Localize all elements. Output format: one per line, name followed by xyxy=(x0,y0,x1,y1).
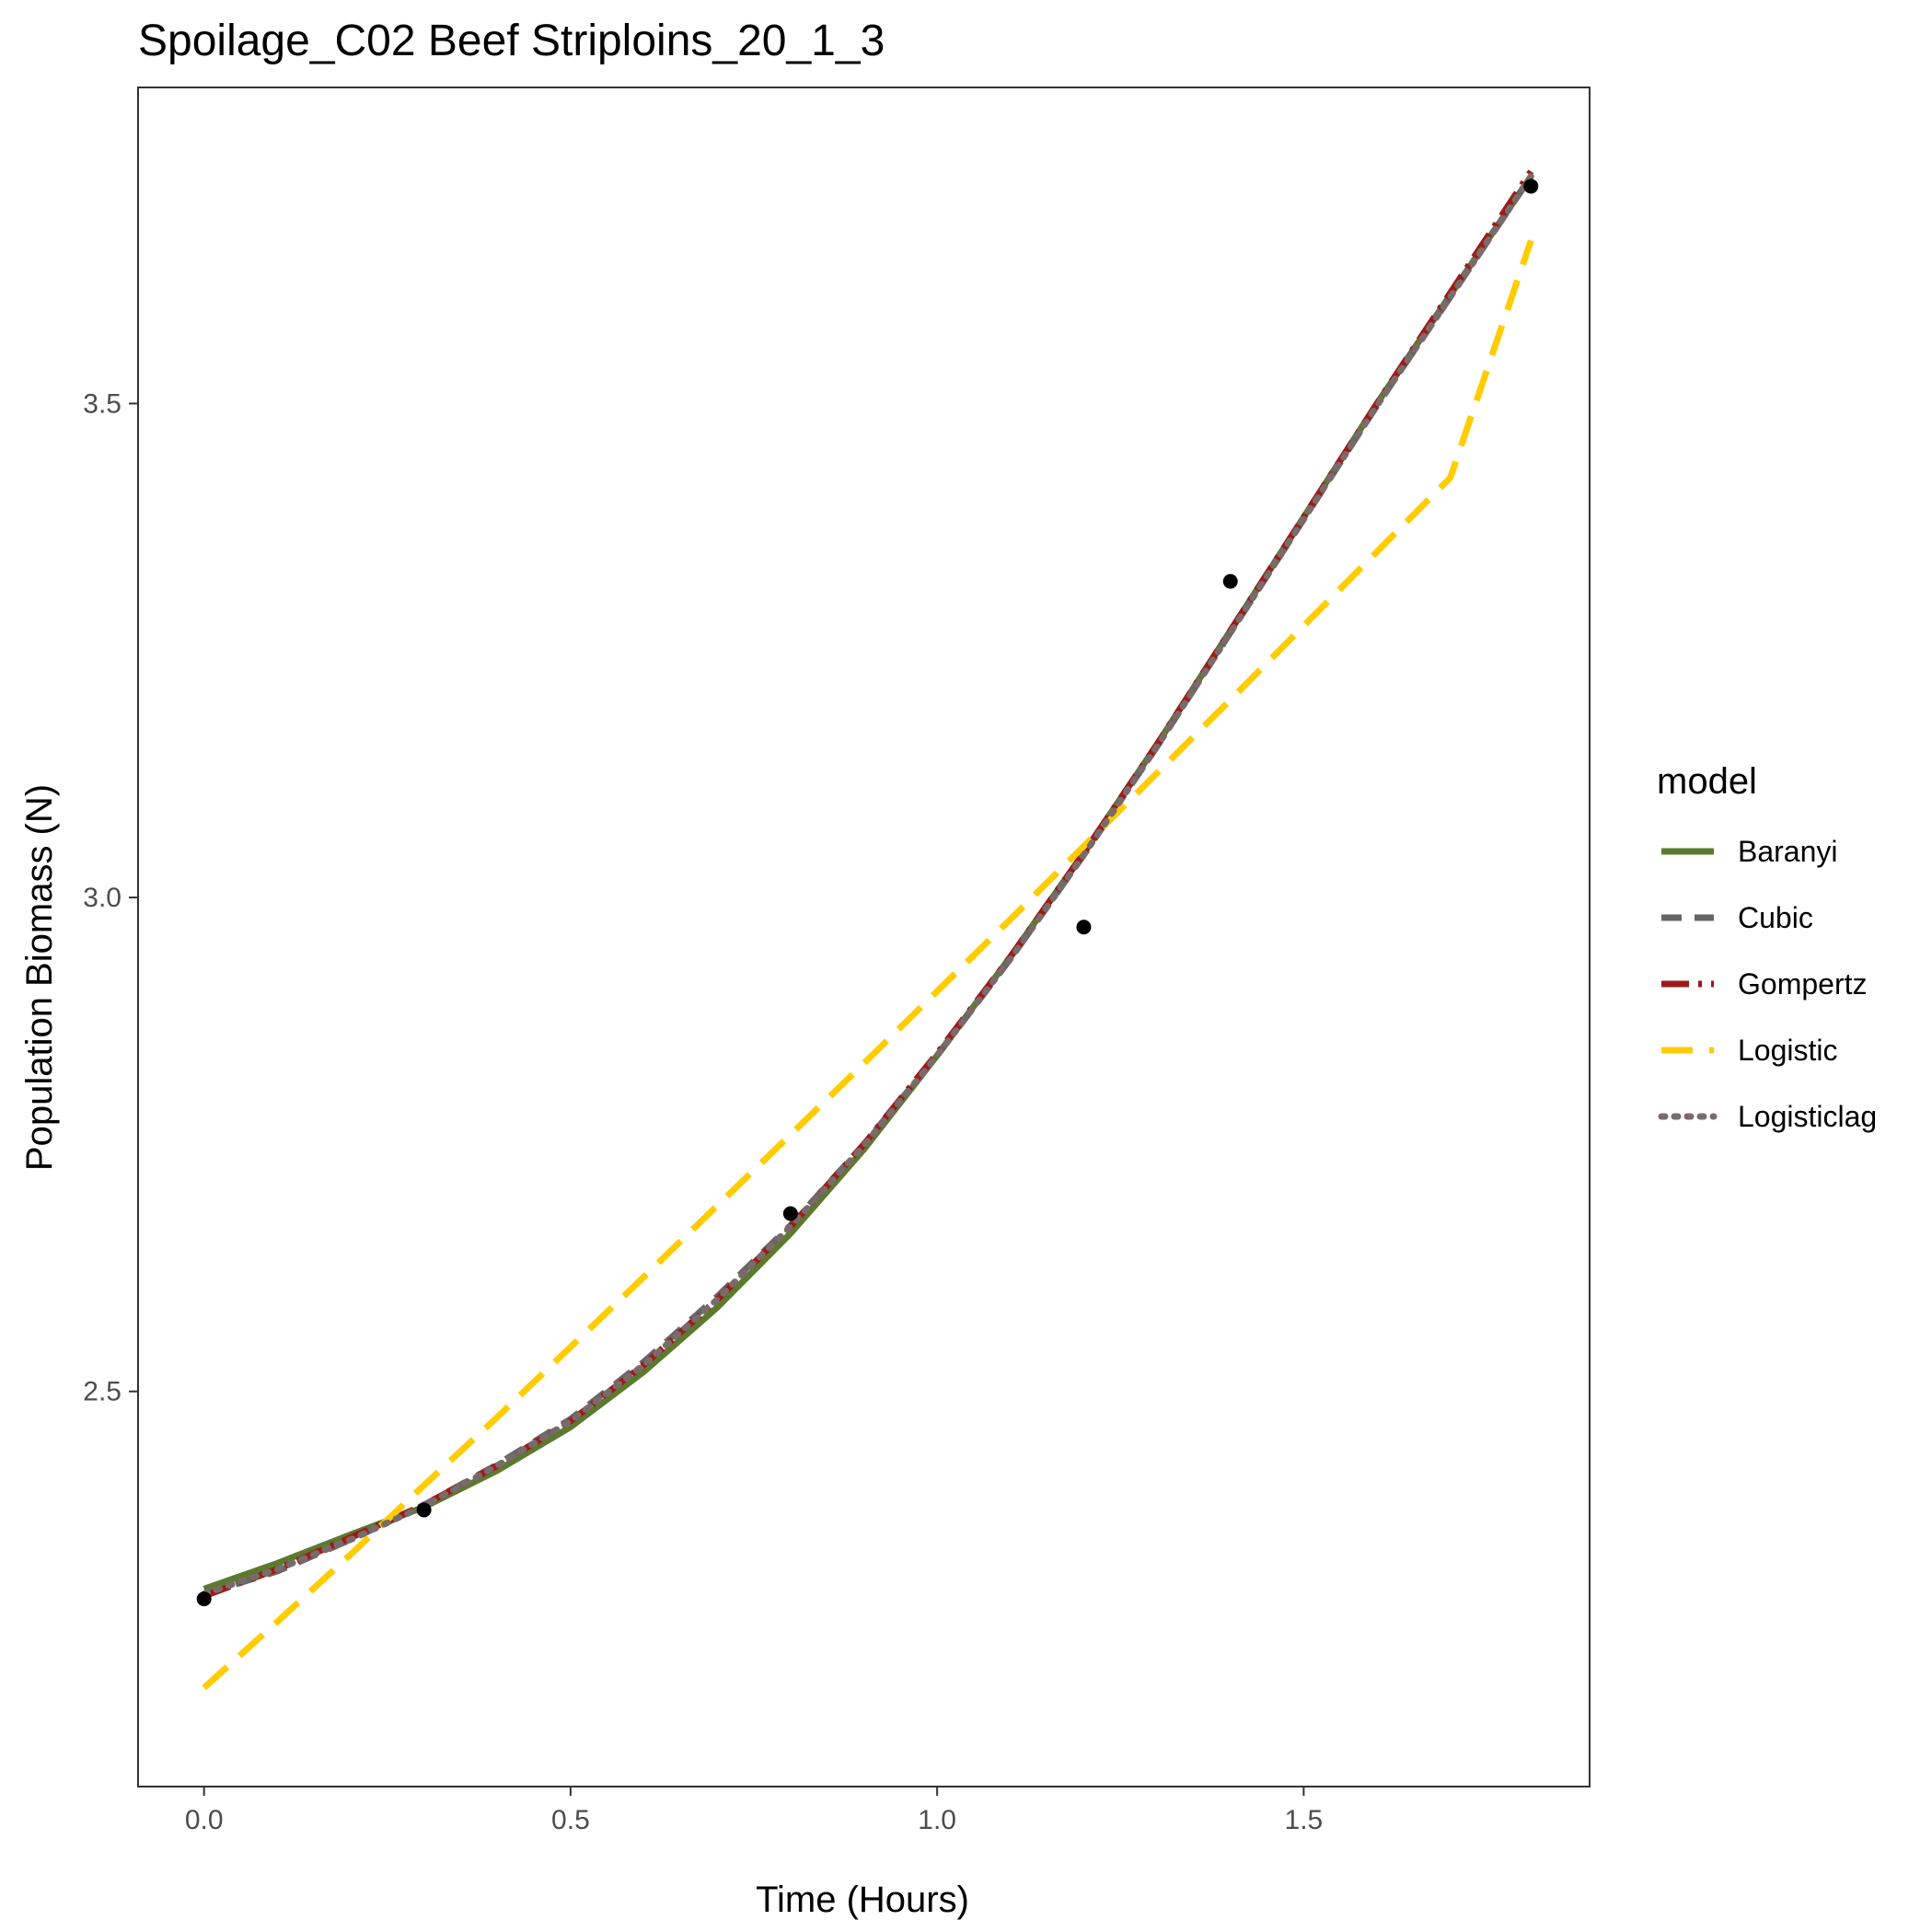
legend-label-cubic: Cubic xyxy=(1738,901,1813,934)
plot-background xyxy=(138,87,1590,1787)
legend-label-logisticlag: Logisticlag xyxy=(1738,1100,1877,1133)
data-point xyxy=(1523,179,1539,194)
data-points xyxy=(196,179,1539,1607)
legend-label-logistic: Logistic xyxy=(1738,1034,1838,1067)
plot-area xyxy=(138,87,1590,1787)
plot-border xyxy=(137,87,1591,1787)
legend-title: model xyxy=(1657,761,1757,802)
y-tick-label: 3.5 xyxy=(83,388,121,419)
x-axis-title: Time (Hours) xyxy=(756,1880,969,1920)
data-point xyxy=(196,1591,212,1607)
x-tick-label: 0.0 xyxy=(185,1805,224,1835)
legend-label-baranyi: Baranyi xyxy=(1738,835,1838,868)
legend: model Baranyi Cubic Gompertz Logistic Logist… xyxy=(1657,761,1877,1133)
legend-label-gompertz: Gompertz xyxy=(1738,967,1867,1001)
y-axis-title: Population Biomass (N) xyxy=(19,784,60,1171)
data-point xyxy=(416,1502,432,1518)
axes: 0.0 0.5 1.0 1.5 2.5 3.0 3.5 xyxy=(83,87,1591,1835)
data-point xyxy=(1222,573,1238,589)
x-tick-label: 0.5 xyxy=(551,1805,590,1835)
y-tick-label: 3.0 xyxy=(83,883,121,913)
data-point xyxy=(1076,920,1092,935)
data-point xyxy=(782,1206,798,1221)
x-tick-label: 1.5 xyxy=(1285,1805,1324,1835)
chart-title: Spoilage_C02 Beef Striploins_20_1_3 xyxy=(138,17,885,65)
series-line-logistic xyxy=(202,239,1534,1691)
y-tick-label: 2.5 xyxy=(83,1377,121,1407)
x-tick-label: 1.0 xyxy=(918,1805,956,1835)
